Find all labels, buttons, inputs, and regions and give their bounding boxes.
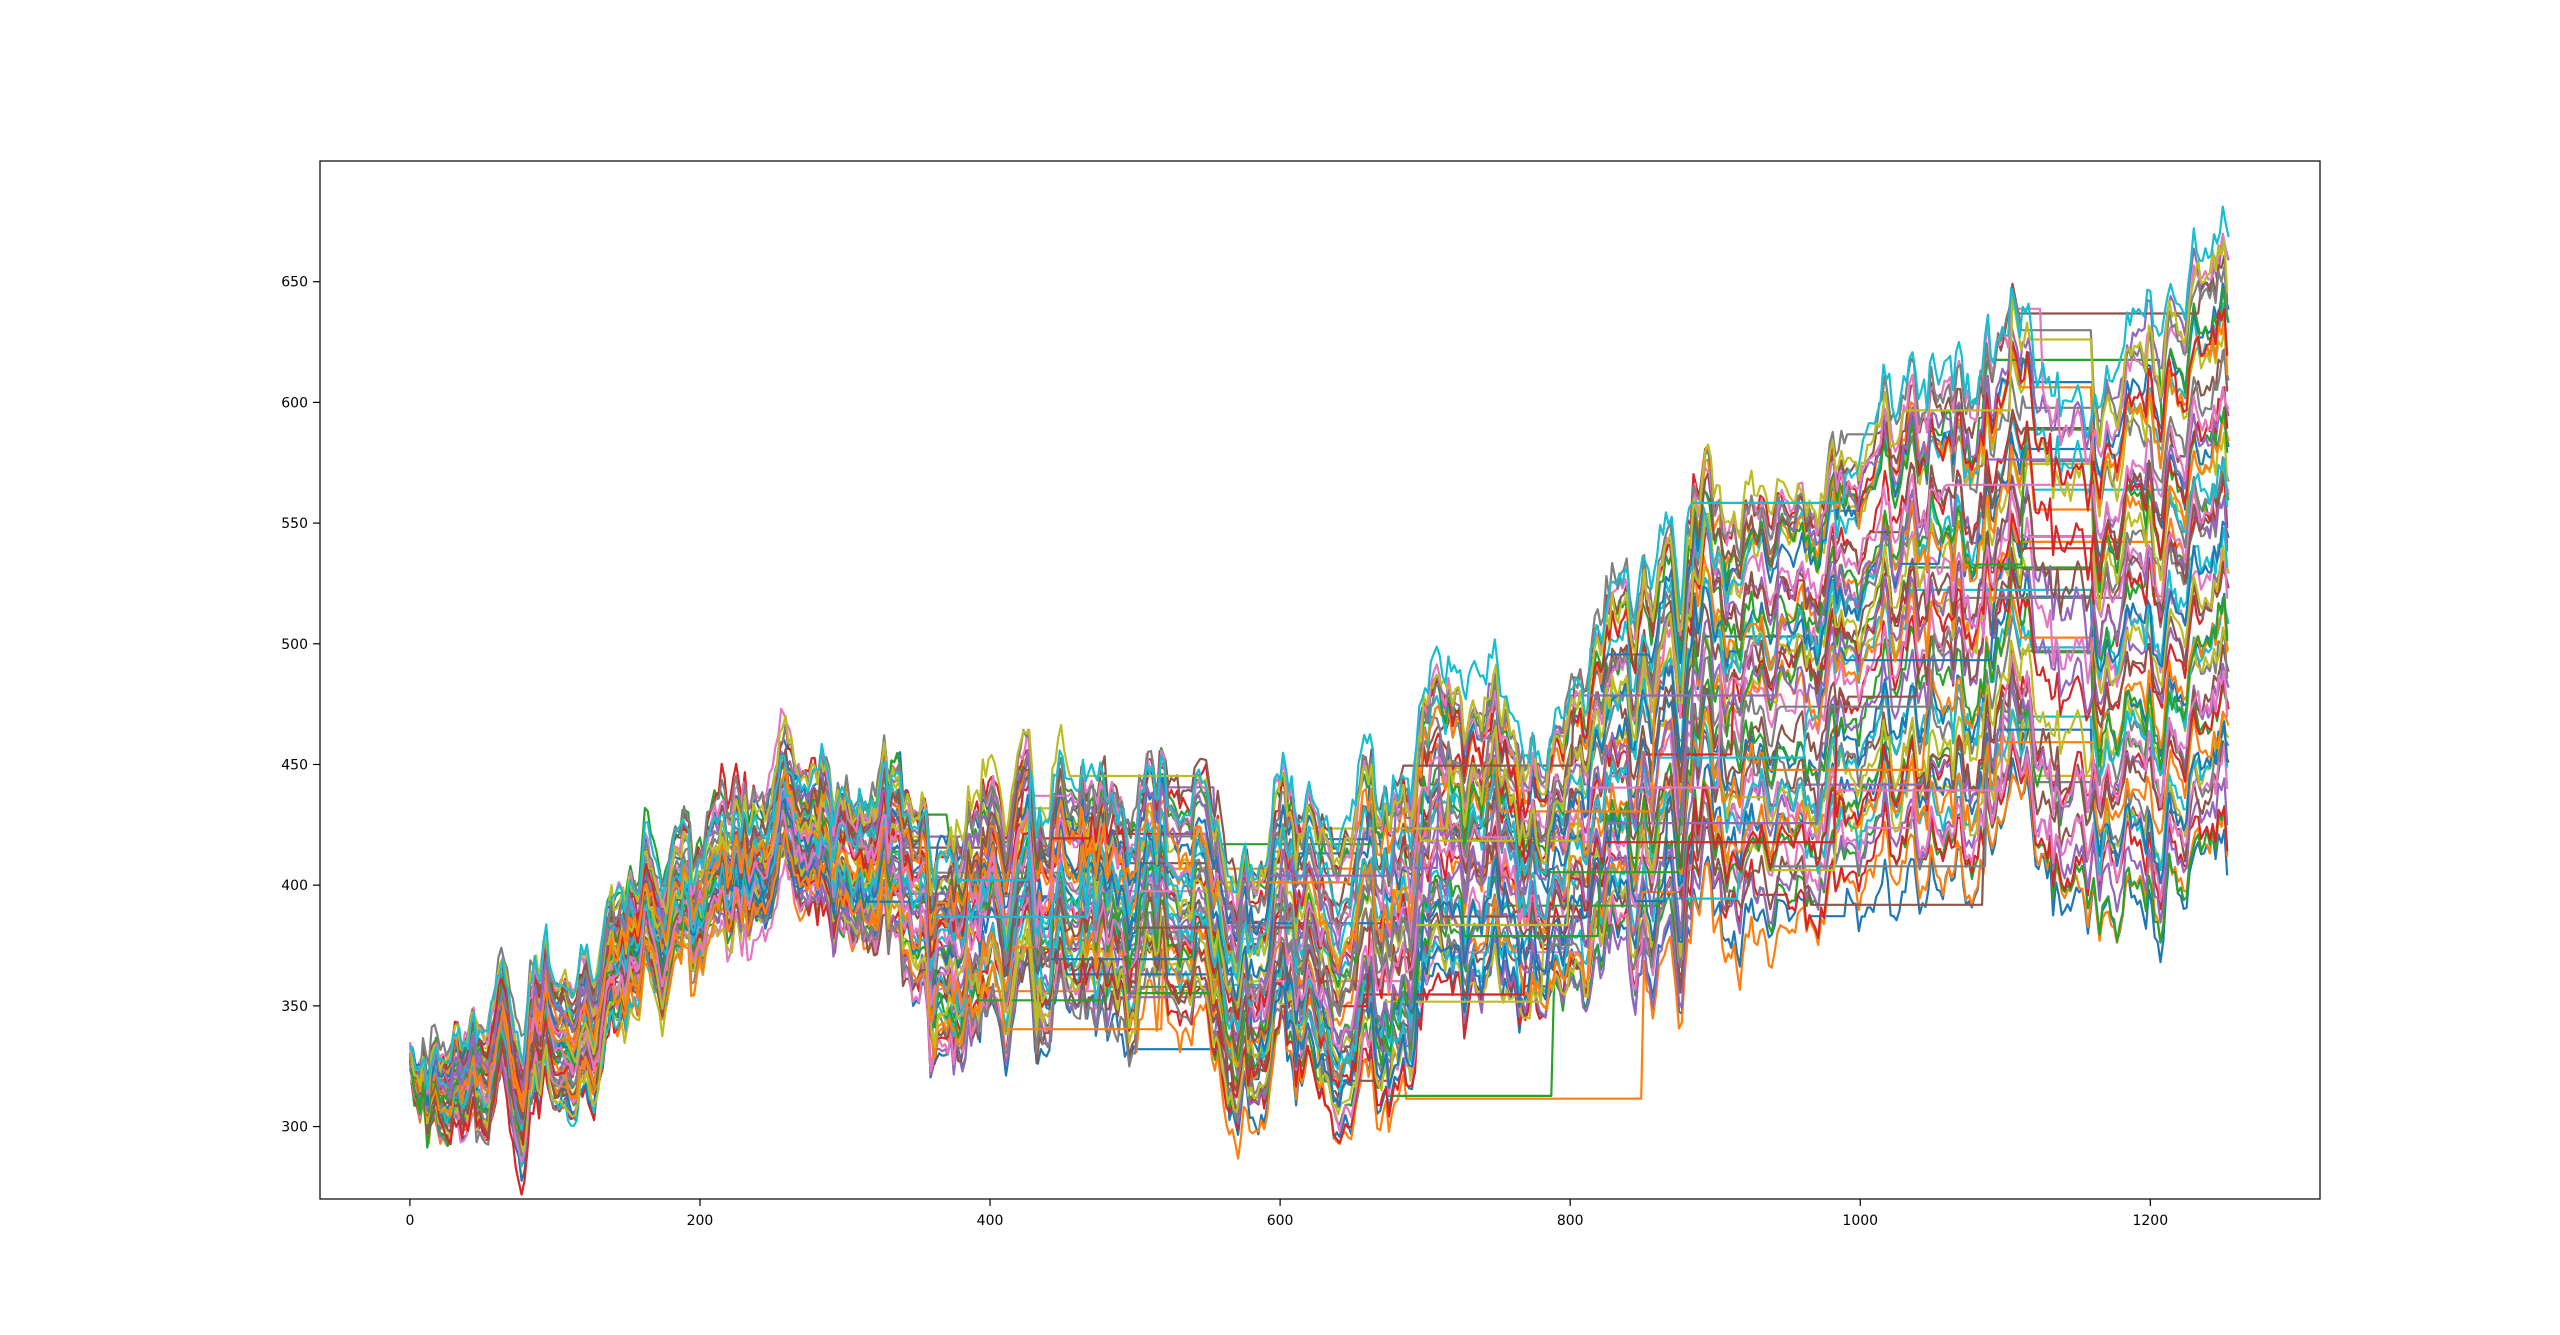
y-tick-label: 500: [281, 637, 308, 653]
x-tick-label: 200: [687, 1213, 714, 1229]
x-tick-label: 1200: [2132, 1213, 2168, 1229]
series-line-57: [408, 233, 2230, 1094]
y-tick-label: 300: [281, 1120, 308, 1136]
y-tick-label: 650: [281, 275, 308, 291]
x-tick-label: 400: [977, 1213, 1004, 1229]
x-tick-label: 0: [405, 1213, 414, 1229]
series-layer: [408, 205, 2230, 1196]
series-line-58: [410, 265, 2229, 1078]
y-axis: 300 350 400 450 500 550 600 650: [281, 275, 320, 1136]
y-tick-label: 400: [281, 878, 308, 894]
series-line-37: [408, 459, 2230, 1111]
series-line-60: [408, 205, 2230, 1091]
series-line-6: [408, 725, 2230, 1161]
y-tick-label: 350: [281, 999, 308, 1015]
x-tick-label: 800: [1557, 1213, 1584, 1229]
series-line-53: [411, 288, 2230, 1084]
x-tick-label: 1000: [1842, 1213, 1878, 1229]
axes-frame: [319, 160, 2321, 1200]
series-line-59: [410, 239, 2229, 1086]
y-tick-label: 600: [281, 395, 308, 411]
y-tick-label: 550: [281, 516, 308, 532]
x-tick-label: 600: [1267, 1213, 1294, 1229]
y-tick-label: 450: [281, 757, 308, 773]
x-axis: 0 200 400 600 800 1000 1200: [405, 1199, 2168, 1229]
